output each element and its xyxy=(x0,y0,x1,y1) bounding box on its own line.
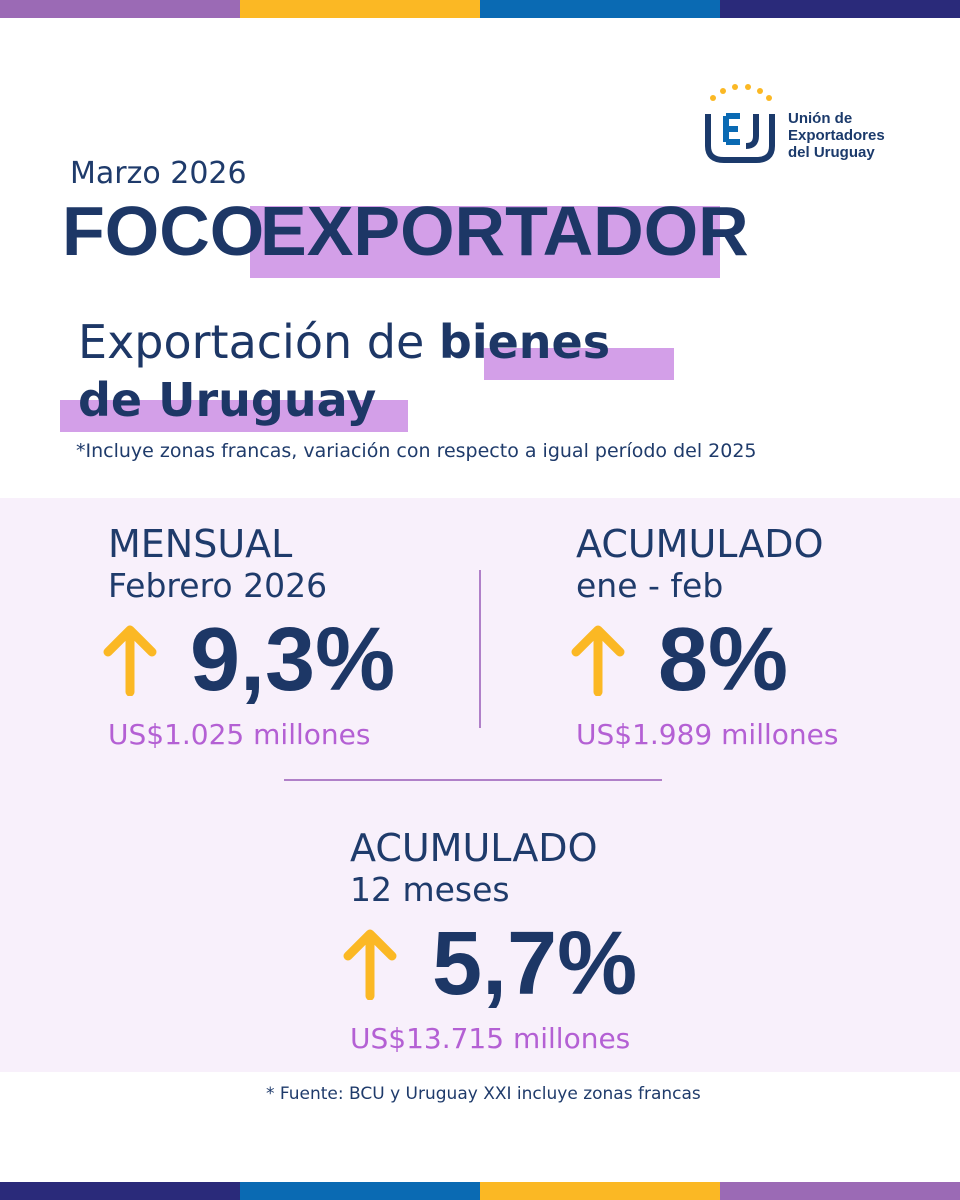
subtitle-part-2: bienes xyxy=(438,315,611,369)
stat-label: ACUMULADO xyxy=(350,826,598,870)
horizontal-divider xyxy=(284,779,662,781)
logo-line-1: Unión de xyxy=(788,110,853,127)
stat-amount: US$1.989 millones xyxy=(576,718,839,751)
logo-line-3: del Uruguay xyxy=(788,144,875,161)
uex-logo-text: Unión de Exportadores del Uruguay xyxy=(788,110,885,161)
stat-value-row: 9,3% xyxy=(103,610,395,718)
source-note: * Fuente: BCU y Uruguay XXI incluye zona… xyxy=(266,1084,701,1104)
vertical-divider xyxy=(479,570,481,728)
logo-line-2: Exportadores xyxy=(788,127,885,144)
stat-period: 12 meses xyxy=(350,870,510,909)
subtitle-note: *Incluye zonas francas, variación con re… xyxy=(76,440,757,462)
uex-logo-icon xyxy=(705,84,775,163)
stripe-segment-navy xyxy=(0,1182,240,1200)
stat-period: ene - feb xyxy=(576,566,724,605)
uex-logo: Unión de Exportadores del Uruguay xyxy=(704,84,924,170)
stat-value-row: 8% xyxy=(571,610,838,718)
subtitle-highlight-1 xyxy=(484,348,674,380)
title-exportador: EXPORTADOR xyxy=(260,192,749,270)
stat-period: Febrero 2026 xyxy=(108,566,328,605)
arrow-up-icon xyxy=(343,929,397,1000)
stripe-segment-navy xyxy=(720,0,960,18)
title-highlight xyxy=(250,206,720,278)
stripe-segment-yellow xyxy=(480,1182,720,1200)
subtitle-part-1: Exportación de xyxy=(78,315,425,369)
title-foco: FOCO xyxy=(62,192,265,270)
subtitle-highlight-2 xyxy=(60,400,408,432)
stat-label: ACUMULADO xyxy=(576,522,824,566)
stripe-segment-yellow xyxy=(240,0,480,18)
stripe-segment-blue xyxy=(240,1182,480,1200)
stat-monthly: MENSUAL Febrero 2026 9,3% US$1.025 millo… xyxy=(103,522,395,752)
stat-ytd: ACUMULADO ene - feb 8% US$1.989 millones xyxy=(571,522,839,752)
subtitle-line-2: de Uruguay xyxy=(78,373,377,427)
stripe-segment-purple xyxy=(0,0,240,18)
arrow-up-icon xyxy=(571,625,625,696)
stat-twelve-months: ACUMULADO 12 meses 5,7% US$13.715 millon… xyxy=(343,826,637,1056)
arrow-up-icon xyxy=(103,625,157,696)
stat-value-row: 5,7% xyxy=(343,914,637,1022)
stat-percent: 8% xyxy=(658,610,789,710)
stat-percent: 9,3% xyxy=(190,610,396,710)
subtitle-line-1: Exportación de bienes xyxy=(78,312,610,372)
bottom-color-stripe xyxy=(0,1182,960,1200)
stat-amount: US$13.715 millones xyxy=(350,1022,631,1055)
stat-amount: US$1.025 millones xyxy=(108,718,371,751)
report-month: Marzo 2026 xyxy=(70,156,247,191)
stripe-segment-blue xyxy=(480,0,720,18)
stat-label: MENSUAL xyxy=(108,522,293,566)
stat-percent: 5,7% xyxy=(432,914,638,1014)
top-color-stripe xyxy=(0,0,960,18)
stripe-segment-purple xyxy=(720,1182,960,1200)
